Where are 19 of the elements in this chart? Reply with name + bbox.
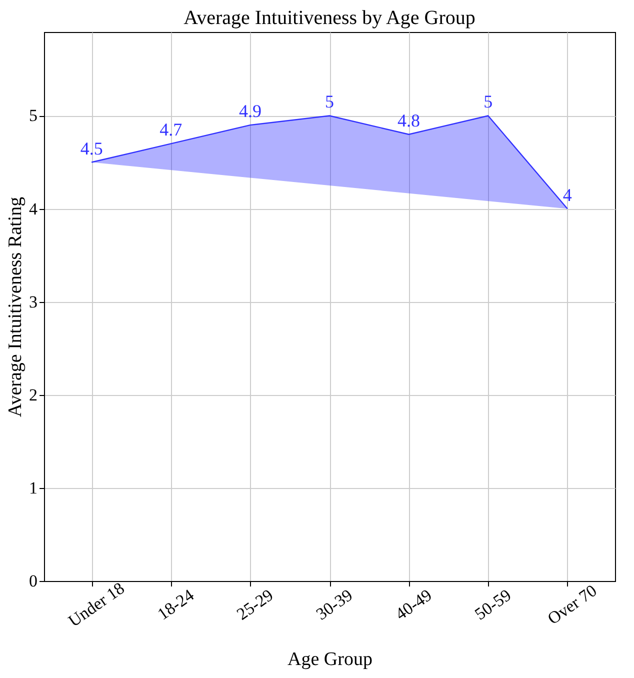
data-label: 4 [562,184,572,205]
y-tick-label: 5 [29,106,38,126]
data-label: 4.8 [398,110,420,130]
data-label: 4.7 [160,120,182,140]
chart-title: Average Intuitiveness by Age Group [184,7,476,29]
data-label: 5 [325,92,334,112]
x-tick-label: Under 18 [64,578,128,631]
x-axis-title: Age Group [288,648,372,670]
data-label: 4.9 [238,101,262,122]
y-axis-title: Average Intuitiveness Rating [5,196,26,418]
y-tick-label: 4 [29,199,38,218]
y-tick-label: 1 [29,478,38,498]
x-tick-label: 40-49 [392,585,436,624]
data-label: 4.5 [80,138,103,158]
x-tick-label: Over 70 [544,581,600,628]
y-tick-label: 2 [29,385,38,404]
y-tick-label: 0 [29,572,38,590]
y-tick-label: 3 [29,292,38,312]
data-label: 5 [484,92,493,112]
